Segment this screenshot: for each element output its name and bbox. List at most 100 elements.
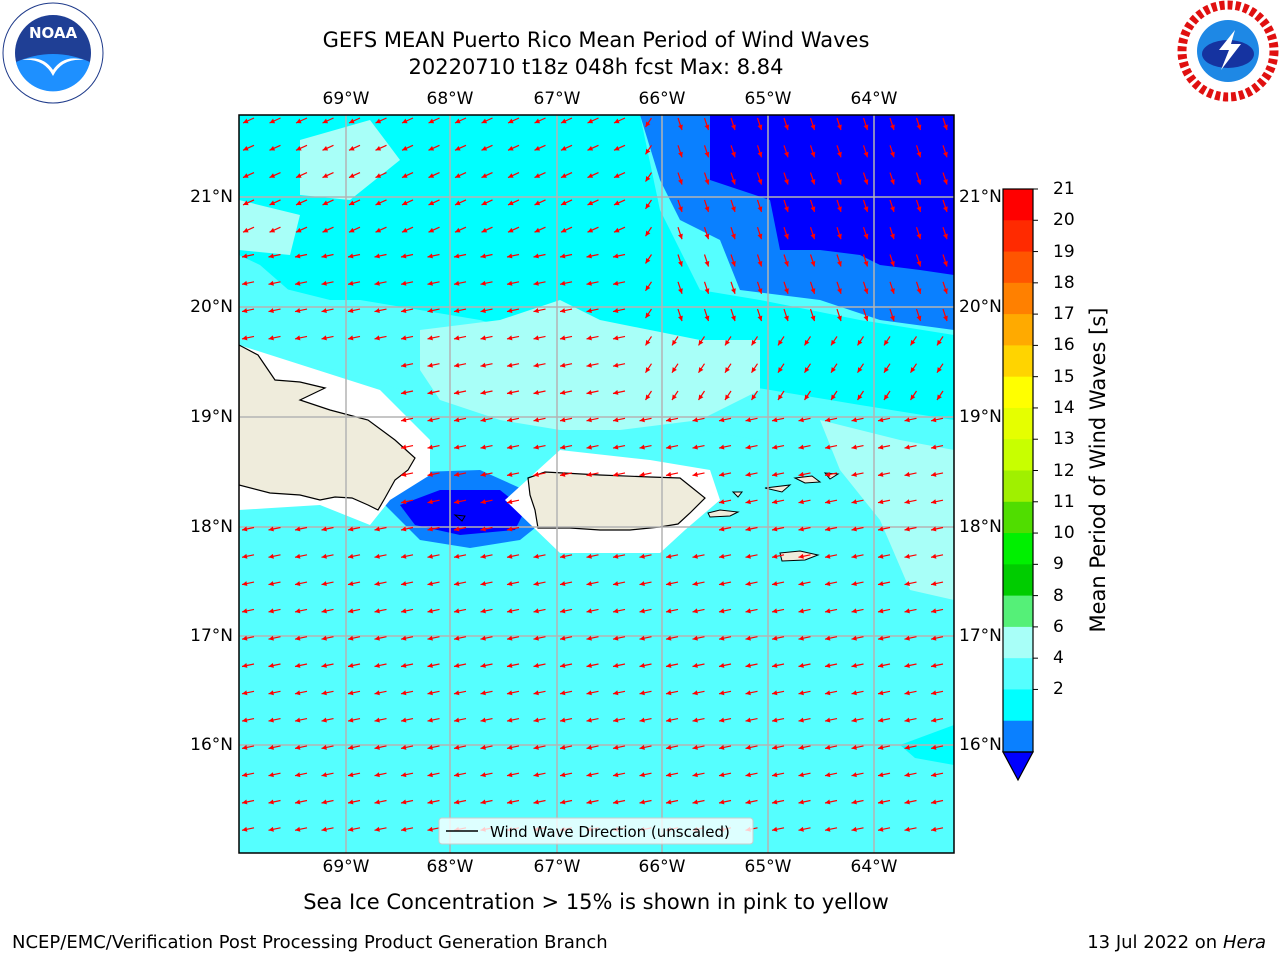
direction-arrow [877, 799, 891, 805]
direction-arrow [613, 117, 626, 124]
direction-arrow [665, 663, 679, 668]
direction-arrow [241, 608, 255, 614]
direction-arrow [559, 663, 573, 668]
direction-arrow [851, 444, 864, 450]
direction-arrow [836, 227, 842, 240]
direction-arrow [427, 362, 440, 368]
direction-arrow [480, 799, 493, 805]
direction-arrow [877, 499, 891, 505]
direction-arrow [453, 744, 467, 750]
period-band-8-9-central [420, 300, 954, 600]
direction-arrow [851, 826, 864, 832]
direction-arrow [533, 362, 546, 368]
direction-arrow [862, 308, 869, 322]
direction-arrow [824, 744, 838, 750]
direction-arrow [241, 635, 255, 641]
direction-arrow [915, 308, 922, 322]
direction-arrow [942, 227, 948, 240]
direction-arrow [241, 280, 255, 286]
direction-arrow [783, 117, 789, 131]
direction-arrow [400, 362, 414, 368]
direction-arrow [639, 417, 652, 423]
direction-arrow [374, 308, 387, 314]
direction-arrow [241, 581, 255, 587]
footer-host: Hera [1222, 932, 1266, 953]
direction-arrow [639, 608, 652, 614]
lat-tick-right: 21°N [959, 187, 1002, 207]
direction-arrow [930, 772, 944, 778]
direction-arrow [904, 608, 917, 614]
direction-arrow [348, 144, 361, 151]
direction-arrow [639, 717, 652, 723]
direction-arrow [400, 526, 414, 532]
colorbar-tick-label: 16 [1053, 335, 1075, 356]
direction-arrow [400, 553, 414, 559]
direction-arrow [877, 526, 891, 532]
direction-arrow [506, 608, 520, 614]
direction-arrow [321, 335, 334, 341]
colorbar-segment [1003, 220, 1033, 253]
direction-arrow [533, 744, 546, 750]
direction-arrow [783, 199, 789, 213]
direction-arrow [533, 772, 546, 778]
direction-arrow [851, 608, 864, 614]
direction-arrow [724, 390, 732, 401]
direction-arrow [692, 772, 705, 778]
direction-arrow [851, 663, 864, 668]
direction-arrow [347, 690, 361, 696]
direction-arrow [268, 280, 281, 286]
direction-arrow [798, 772, 811, 778]
direction-arrow [645, 199, 652, 210]
direction-arrow [533, 581, 546, 587]
direction-arrow [480, 335, 493, 341]
direction-arrow [798, 608, 811, 614]
direction-arrow [586, 253, 599, 259]
direction-arrow [294, 608, 308, 614]
direction-arrow [268, 335, 281, 341]
direction-arrow [294, 253, 308, 259]
direction-arrow [533, 280, 546, 286]
direction-arrow [857, 363, 864, 374]
direction-arrow [851, 499, 864, 505]
lat-tick-right: 16°N [959, 735, 1002, 755]
direction-arrow [771, 717, 785, 723]
direction-arrow [756, 199, 763, 213]
direction-arrow [698, 336, 705, 346]
direction-arrow [698, 363, 705, 374]
direction-arrow [348, 199, 361, 206]
direction-arrow [904, 635, 917, 641]
direction-arrow [612, 581, 626, 587]
direction-arrow [703, 145, 710, 158]
direction-arrow [851, 526, 864, 532]
direction-arrow [533, 444, 546, 450]
noaa-logo-icon: NOAA [2, 2, 104, 104]
direction-arrow [428, 144, 440, 151]
direction-arrow [665, 772, 679, 778]
direction-arrow [783, 308, 789, 322]
direction-arrow [730, 254, 736, 267]
direction-arrow [294, 553, 308, 559]
direction-arrow [375, 144, 387, 151]
direction-arrow [294, 581, 308, 587]
direction-arrow [677, 117, 683, 131]
direction-arrow [904, 553, 917, 559]
direction-arrow [242, 144, 255, 151]
direction-arrow [777, 390, 785, 401]
direction-arrow [586, 335, 599, 341]
direction-arrow [480, 444, 493, 450]
direction-arrow [268, 253, 281, 259]
direction-arrow [904, 471, 917, 477]
direction-arrow [321, 308, 334, 314]
direction-arrow [559, 635, 573, 641]
direction-arrow [877, 635, 891, 641]
direction-arrow [400, 499, 414, 505]
direction-arrow [862, 117, 869, 131]
direction-arrow [321, 553, 334, 559]
direction-arrow [877, 744, 891, 750]
direction-arrow [269, 226, 281, 233]
direction-arrow [427, 526, 440, 532]
colorbar-extend-triangle [1001, 751, 1035, 782]
direction-arrow [851, 553, 864, 559]
direction-arrow [347, 608, 361, 614]
direction-arrow [612, 553, 626, 559]
